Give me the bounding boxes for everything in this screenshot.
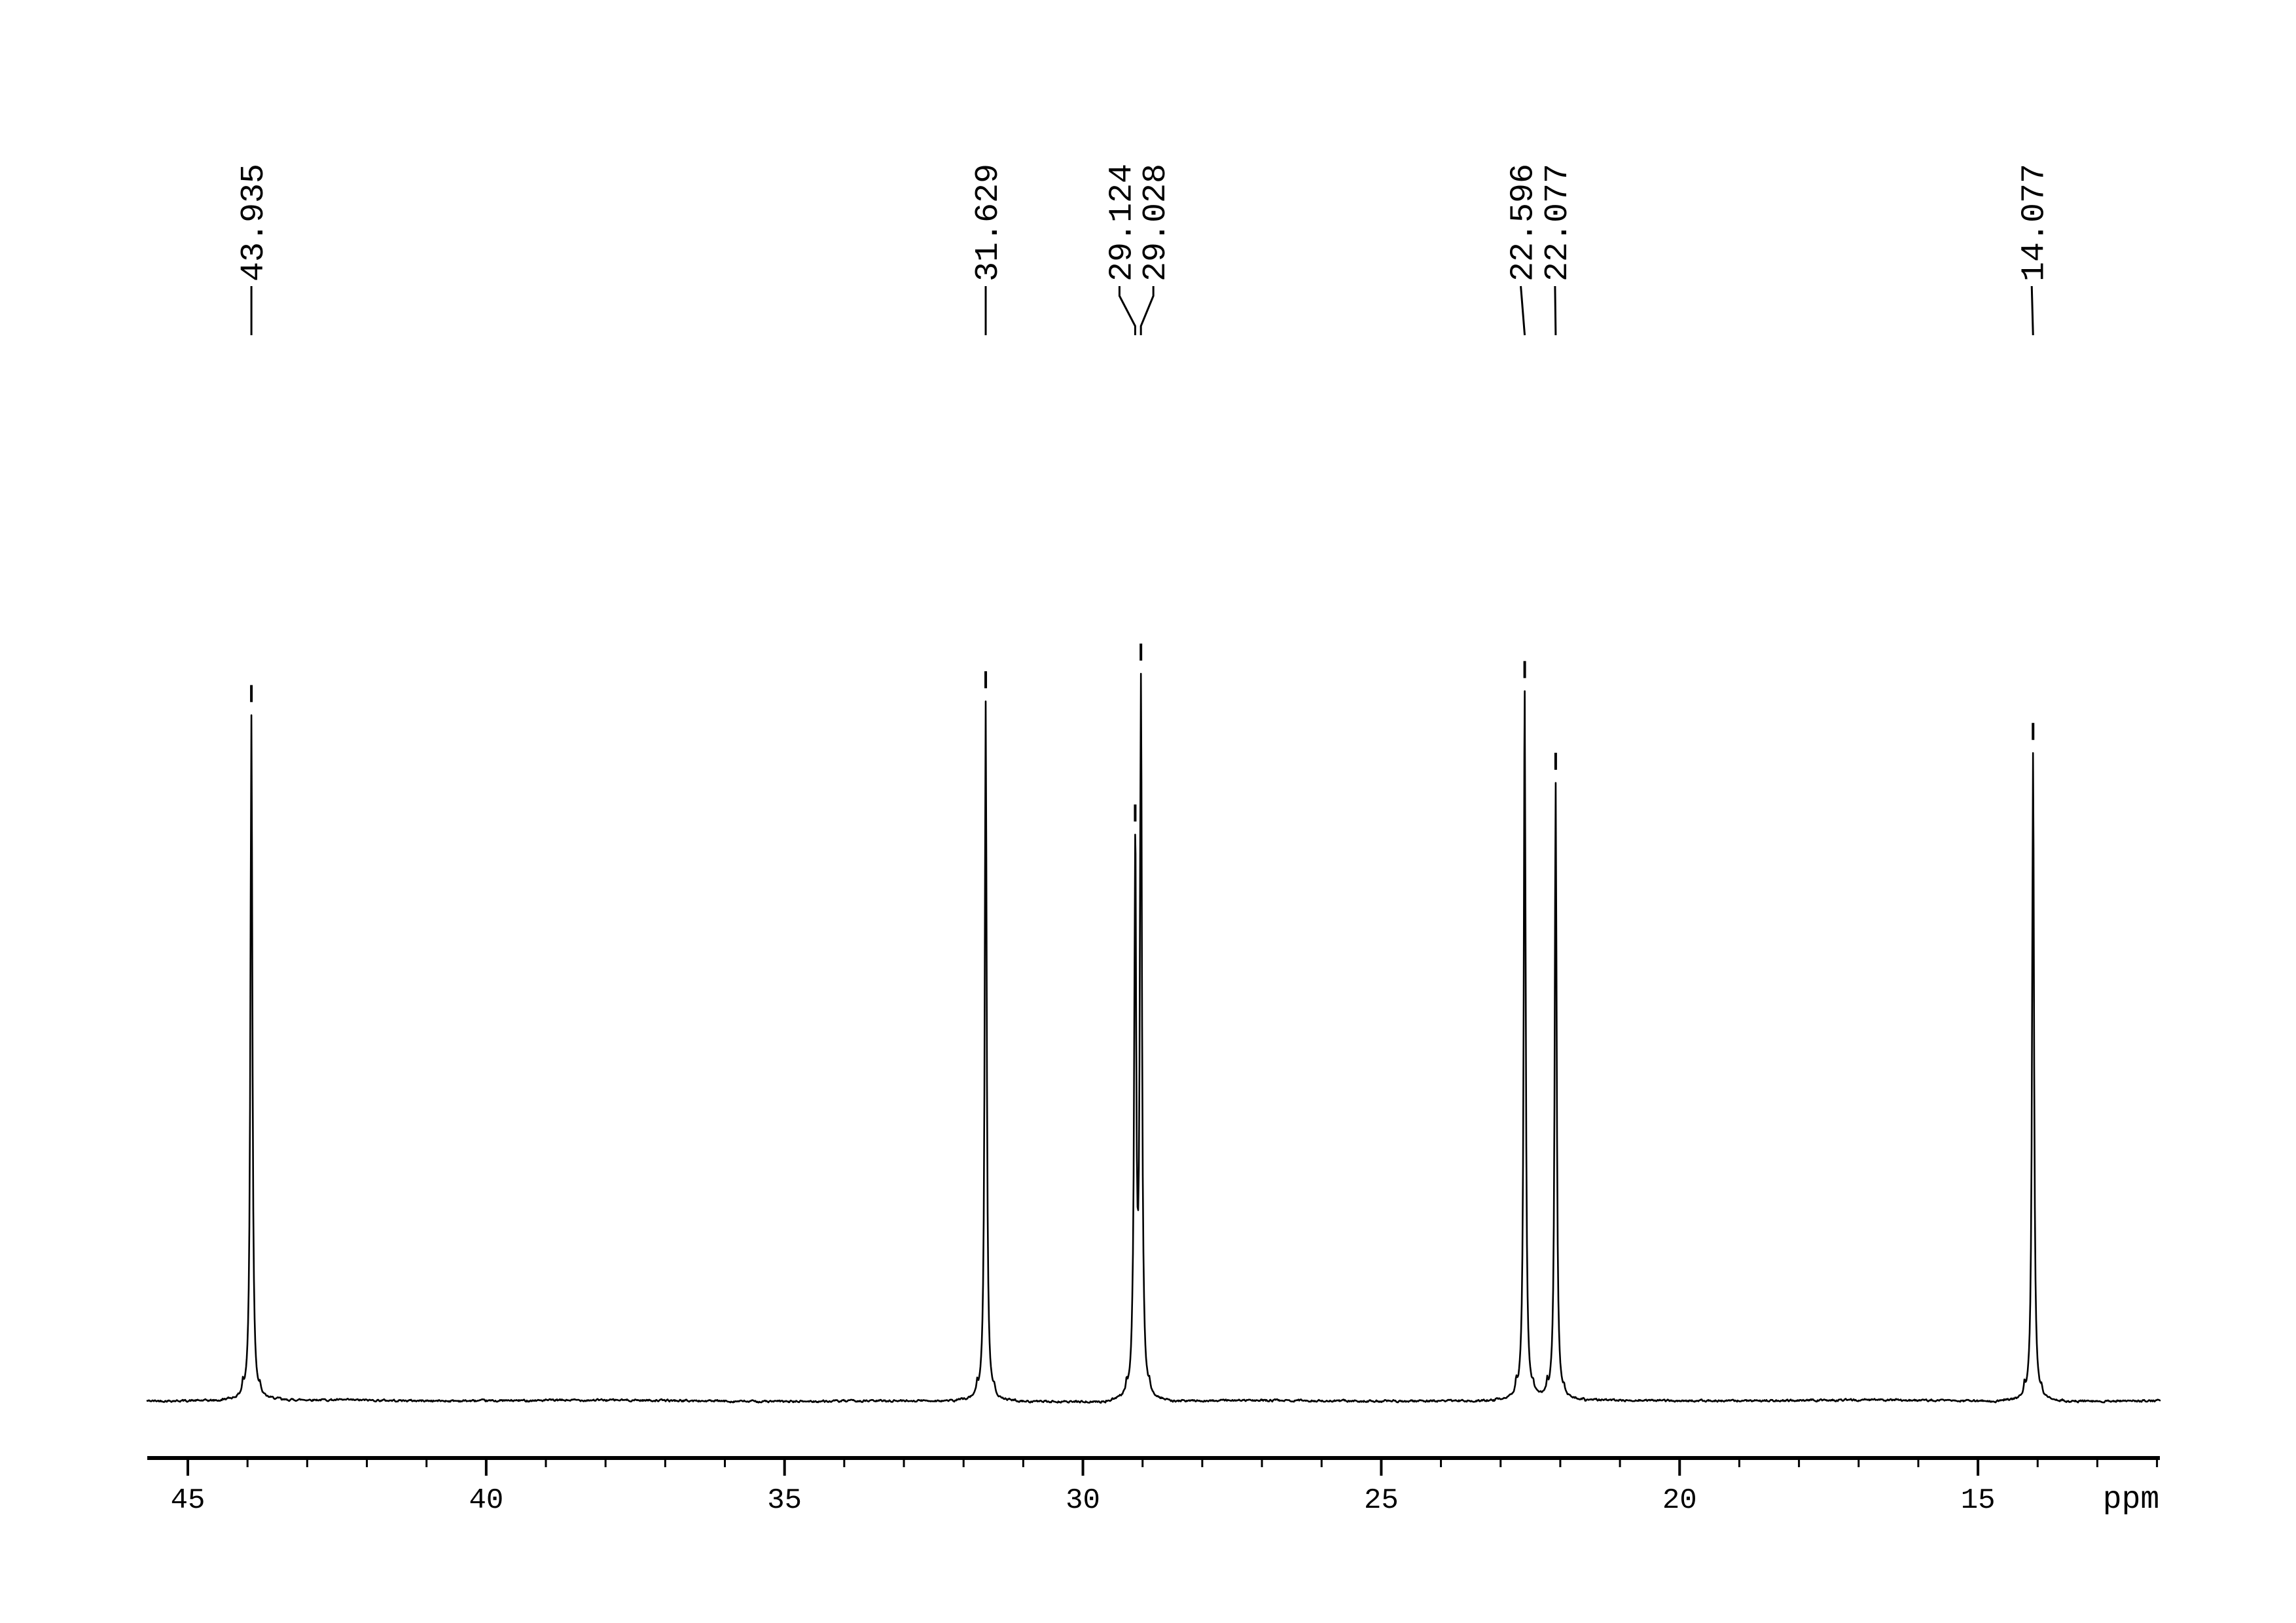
tick-label: 45 [171, 1484, 206, 1517]
x-axis: 45 40 35 30 25 20 15 ppm [147, 1456, 2160, 1518]
peak-markers [250, 644, 2035, 822]
peak-label: 22.596 [1505, 164, 1543, 282]
peak-label: 29.028 [1138, 164, 1175, 282]
peak-leader-line [1118, 286, 1136, 335]
peak-leader-line [1139, 286, 1155, 335]
tick-label: 30 [1066, 1484, 1100, 1517]
peak-label: 43.935 [236, 164, 273, 282]
tick-label: 20 [1662, 1484, 1697, 1517]
tick-label: 35 [767, 1484, 802, 1517]
peak-label: 14.077 [2016, 164, 2053, 282]
peak-leader-line [1554, 285, 1557, 336]
ppm-unit-label: ppm [2103, 1482, 2159, 1518]
peak-label: 29.124 [1103, 164, 1141, 282]
tick-label: 15 [1961, 1484, 1996, 1517]
spectrum-trace-path [146, 672, 2161, 1404]
peak-label: 22.077 [1539, 164, 1577, 282]
peak-label: 31.629 [970, 164, 1007, 282]
spectrum-trace [146, 672, 2161, 1404]
tick-label: 25 [1364, 1484, 1399, 1517]
peak-leader-lines [250, 285, 2034, 336]
peak-leader-line [2030, 285, 2034, 336]
tick-label: 40 [469, 1484, 503, 1517]
peak-leader-line [1520, 285, 1526, 336]
